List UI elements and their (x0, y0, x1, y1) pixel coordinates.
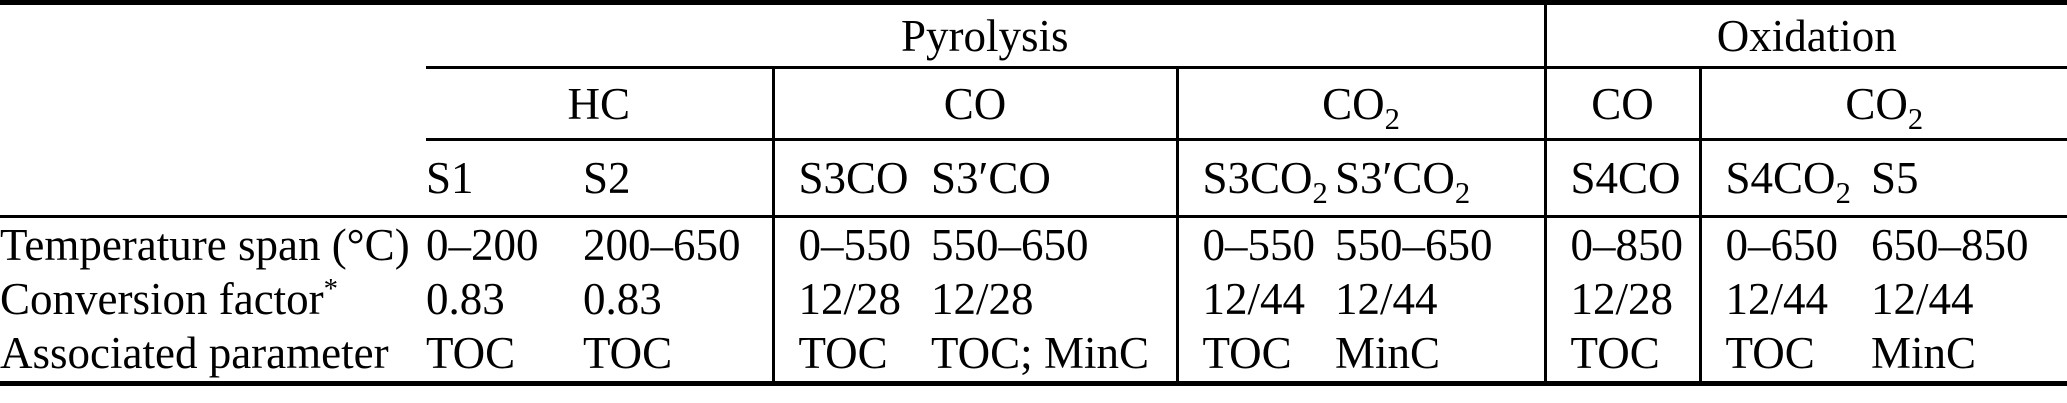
calibration-table: Pyrolysis Oxidation HC CO CO2 CO CO2 S1 … (0, 0, 2067, 386)
header-oxidation: Oxidation (1543, 2, 2067, 69)
table-cell: TOC (1175, 324, 1335, 384)
table-cell: TOC (771, 324, 931, 384)
row-label-conversion-factor: Conversion factor* (0, 272, 339, 324)
header-s5: S5 (1871, 139, 2067, 218)
corner-cell (0, 68, 426, 140)
header-s4co: S4CO (1543, 139, 1701, 218)
table-cell: 650–850 (1871, 220, 2029, 271)
header-s4co2: S4CO2 (1698, 139, 1872, 218)
table-cell: 550–650 (1335, 220, 1493, 271)
table-row: Conversion factor* 0.83 0.83 12/28 12/28… (0, 272, 2067, 325)
header-s1: S1 (426, 139, 583, 218)
gas-header-row: HC CO CO2 CO CO2 (0, 67, 2067, 141)
table-cell: 0.83 (583, 273, 662, 324)
header-co2-pyrolysis: CO2 (1175, 67, 1546, 141)
table-cell: 200–650 (583, 220, 741, 271)
group-header-row: Pyrolysis Oxidation (0, 2, 2067, 69)
header-s3-prime-co2: S3′CO2 (1335, 139, 1546, 218)
header-s3-prime-co: S3′CO (931, 139, 1177, 218)
table-cell: 12/44 (1698, 272, 1872, 325)
table-cell: 0–550 (1175, 216, 1335, 273)
table-cell: MinC (1871, 327, 1977, 378)
row-label-temperature-span: Temperature span (°C) (0, 220, 410, 271)
table-cell: 12/28 (1543, 272, 1701, 325)
table-cell: 0–200 (426, 220, 539, 271)
table-cell: 12/28 (771, 272, 931, 325)
table-row: Temperature span (°C) 0–200 200–650 0–55… (0, 216, 2067, 273)
table-cell: 12/44 (1871, 273, 1974, 324)
header-co-oxidation: CO (1543, 67, 1701, 141)
table-cell: TOC (1698, 324, 1872, 384)
header-co2-oxidation: CO2 (1698, 67, 2067, 141)
sample-header-row: S1 S2 S3CO S3′CO S3CO2 S3′CO2 S4CO S4CO2… (0, 139, 2067, 218)
header-pyrolysis: Pyrolysis (426, 2, 1546, 69)
table-cell: TOC (1543, 324, 1701, 384)
table-cell: TOC; MinC (931, 327, 1149, 378)
header-s2: S2 (583, 139, 773, 218)
table-cell: TOC (583, 327, 673, 378)
table-row: Associated parameter TOC TOC TOC TOC; Mi… (0, 324, 2067, 384)
corner-cell (0, 139, 426, 218)
corner-cell (0, 3, 426, 68)
table-cell: 12/28 (931, 273, 1034, 324)
row-label-associated-parameter: Associated parameter (0, 327, 389, 378)
table-cell: 0–650 (1698, 216, 1872, 273)
header-s3co2: S3CO2 (1175, 139, 1335, 218)
table-cell: TOC (426, 327, 516, 378)
table-cell: 12/44 (1335, 273, 1438, 324)
header-co-pyrolysis: CO (771, 67, 1177, 141)
table-cell: 12/44 (1175, 272, 1335, 325)
header-hc: HC (426, 67, 773, 141)
header-s3co: S3CO (771, 139, 931, 218)
table-cell: 550–650 (931, 220, 1089, 271)
table-cell: 0.83 (426, 273, 505, 324)
table-cell: MinC (1335, 327, 1441, 378)
table-cell: 0–850 (1543, 216, 1701, 273)
table-cell: 0–550 (771, 216, 931, 273)
